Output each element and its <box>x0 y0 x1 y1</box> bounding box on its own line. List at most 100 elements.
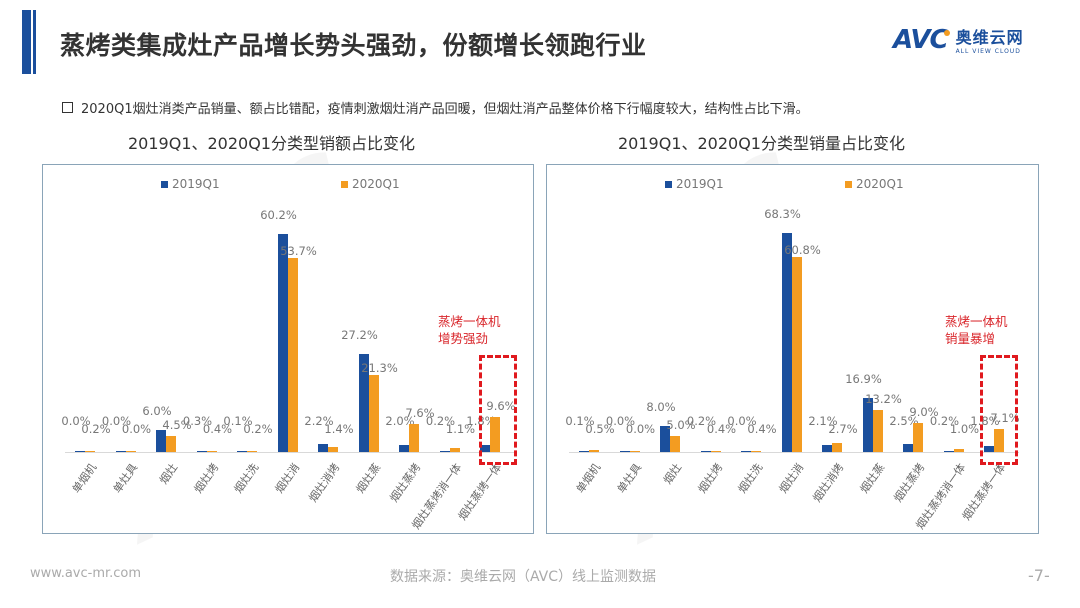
data-label: 6.0% <box>142 404 172 419</box>
data-label: 2.2% <box>304 414 334 428</box>
data-label: 0.1% <box>223 414 253 428</box>
bar-2020Q1-单烟机 <box>589 450 599 452</box>
data-label: 5.0% <box>666 418 696 432</box>
bar-2020Q1-烟灶消烤 <box>832 443 842 452</box>
legend-item-2020Q1: 2020Q1 <box>845 177 904 191</box>
data-label: 0.2% <box>425 414 456 428</box>
bar-2019Q1-烟灶烤 <box>700 450 711 452</box>
bar-2019Q1-烟灶蒸烤 <box>399 444 409 452</box>
annotation-text: 蒸烤一体机 销量暴增 <box>945 314 1008 346</box>
data-label: 2.5% <box>889 414 919 428</box>
chart-sales-value: 2019Q1 2020Q1 0.0% 0.2% 单烟机 0.0% 0.0% 单灶具 6.0% 4.… <box>42 164 534 534</box>
data-label: 0.0% <box>625 422 656 436</box>
legend-swatch-icon <box>341 180 348 188</box>
title-accent-bar <box>22 10 31 74</box>
bullet-point: 2020Q1烟灶消类产品销量、额占比错配，疫情刺激烟灶消产品回暖，但烟灶消产品整… <box>62 98 809 117</box>
data-label: 0.2% <box>686 414 717 428</box>
bar-2020Q1-烟灶蒸烤一体 <box>490 417 500 452</box>
highlight-dashed-box <box>479 355 517 465</box>
annotation-text: 蒸烤一体机 增势强劲 <box>438 314 501 346</box>
data-label: 0.5% <box>585 422 615 436</box>
bar-2020Q1-烟灶蒸烤 <box>913 423 923 452</box>
bar-2020Q1-烟灶 <box>670 436 680 452</box>
x-tick-label: 单灶具 <box>110 461 140 496</box>
bar-2019Q1-烟灶蒸烤 <box>903 444 913 452</box>
chart-title-sales-value: 2019Q1、2020Q1分类型销额占比变化 <box>128 134 415 153</box>
logo-dot-icon <box>943 29 950 36</box>
data-label: 0.2% <box>929 414 960 428</box>
page-title: 蒸烤类集成灶产品增长势头强劲，份额增长领跑行业 <box>60 31 647 60</box>
x-tick-label: 烟灶洗 <box>231 461 262 496</box>
data-label: 2.1% <box>808 414 838 428</box>
x-tick-label: 烟灶烤 <box>191 461 221 496</box>
bar-2019Q1-单烟机 <box>579 450 589 452</box>
title-accent-bar-thin <box>33 10 36 74</box>
x-tick-label: 烟灶烤 <box>695 461 725 496</box>
bar-2020Q1-烟灶消 <box>287 257 298 452</box>
bar-2019Q1-单烟机 <box>75 450 85 452</box>
bar-2020Q1-烟灶 <box>166 435 176 452</box>
bar-2020Q1-单灶具 <box>629 450 640 452</box>
data-label: 21.3% <box>361 360 398 375</box>
data-label: 1.4% <box>324 422 354 436</box>
bar-2020Q1-烟灶蒸 <box>368 374 379 452</box>
legend-item-2020Q1: 2020Q1 <box>341 177 400 191</box>
bar-2019Q1-烟灶消烤 <box>318 444 328 452</box>
x-axis-line <box>569 452 1019 453</box>
bar-2020Q1-烟灶消烤 <box>328 446 338 452</box>
data-label: 4.5% <box>162 417 192 432</box>
data-label: 9.0% <box>909 405 939 420</box>
legend-swatch-icon <box>665 180 672 188</box>
data-label: 1.1% <box>445 422 476 436</box>
data-label: 0.4% <box>747 422 777 436</box>
data-label: 0.1% <box>565 414 595 428</box>
x-tick-label: 烟灶消 <box>272 461 302 496</box>
bar-2019Q1-烟灶消 <box>277 234 288 452</box>
legend-swatch-icon <box>161 180 168 188</box>
x-tick-label: 烟灶蒸 <box>353 461 383 496</box>
highlight-dashed-box <box>980 355 1018 465</box>
data-label: 7.1% <box>990 411 1020 426</box>
data-label: 60.8% <box>784 243 821 258</box>
data-label: 0.0% <box>727 414 757 428</box>
bar-2020Q1-烟灶烤 <box>206 450 217 452</box>
data-label: 8.0% <box>646 400 676 415</box>
x-tick-label: 烟灶 <box>157 461 181 487</box>
x-tick-label: 单烟机 <box>69 461 100 496</box>
legend-item-2019Q1: 2019Q1 <box>161 177 220 191</box>
legend-label: 2019Q1 <box>172 177 220 191</box>
bar-2019Q1-烟灶蒸烤消一体 <box>943 450 954 452</box>
bullet-text: 2020Q1烟灶消类产品销量、额占比错配，疫情刺激烟灶消产品回暖，但烟灶消产品整… <box>81 102 809 117</box>
bar-2019Q1-烟灶蒸烤消一体 <box>439 450 450 452</box>
square-bullet-icon <box>62 102 73 113</box>
bar-2019Q1-烟灶洗 <box>741 450 751 452</box>
bar-2019Q1-烟灶蒸烤一体 <box>480 445 490 452</box>
footer-source: 数据来源：奥维云网（AVC）线上监测数据 <box>390 569 657 585</box>
bar-2019Q1-单灶具 <box>115 450 126 452</box>
data-label: 0.2% <box>81 422 111 436</box>
data-label: 0.3% <box>182 414 213 428</box>
data-label: 2.0% <box>385 414 415 428</box>
bar-2019Q1-烟灶 <box>660 426 670 452</box>
data-label: 68.3% <box>764 207 801 222</box>
x-tick-label: 单灶具 <box>614 461 644 496</box>
data-label: 0.0% <box>121 422 152 436</box>
x-tick-label: 烟灶消 <box>776 461 806 496</box>
data-label: 53.7% <box>280 243 317 258</box>
bar-2020Q1-烟灶蒸烤消一体 <box>953 448 964 452</box>
data-label: 0.0% <box>101 414 132 428</box>
bar-2020Q1-单烟机 <box>85 450 95 452</box>
data-label: 60.2% <box>260 208 297 223</box>
data-label: 2.7% <box>828 422 858 436</box>
bar-2019Q1-烟灶消 <box>781 233 792 452</box>
legend-swatch-icon <box>845 180 852 188</box>
bar-2020Q1-单灶具 <box>125 450 136 452</box>
data-label: 16.9% <box>845 371 882 386</box>
data-label: 1.0% <box>949 422 980 436</box>
data-label: 0.4% <box>706 422 737 436</box>
data-label: 0.0% <box>61 414 91 428</box>
data-label: 9.6% <box>486 399 516 414</box>
bar-2019Q1-单灶具 <box>619 450 630 452</box>
x-tick-label: 烟灶消烤 <box>306 461 343 505</box>
logo-sub: ALL VIEW CLOUD <box>955 48 1021 55</box>
